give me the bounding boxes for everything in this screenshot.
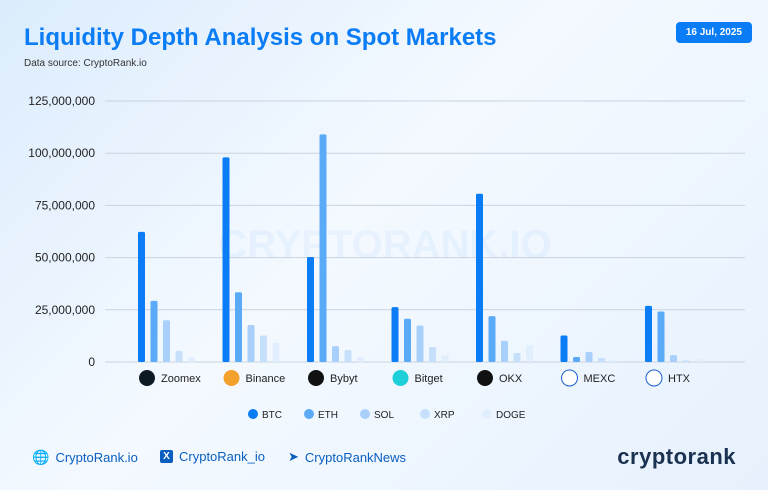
footer-website[interactable]: 🌐 CryptoRank.io: [32, 449, 138, 466]
bar-okx-eth: [488, 316, 496, 362]
htx-logo-icon: [645, 369, 663, 387]
category-label: Zoomex: [161, 373, 201, 385]
y-tick-label: 75,000,000: [35, 198, 95, 212]
bar-zoomex-eth: [150, 300, 158, 362]
okx-logo-icon: [477, 370, 493, 386]
bar-bitget-btc: [391, 307, 399, 362]
data-source: Data source: CryptoRank.io: [24, 58, 147, 69]
bar-bybyt-btc: [307, 256, 314, 362]
bar-binance-btc: [222, 157, 230, 362]
mexc-logo-icon: [561, 369, 578, 387]
bar-mexc-doge: [610, 359, 618, 362]
bar-zoomex-btc: [138, 231, 145, 362]
watermark: CRYPTORANK.IO: [218, 223, 551, 267]
category-label: Binance: [246, 373, 286, 385]
chart-title: Liquidity Depth Analysis on Spot Markets: [24, 24, 497, 51]
bar-htx-xrp: [682, 360, 690, 362]
bar-chart: CRYPTORANK.IO 0 25,000,000 50,000,000 75,00…: [28, 94, 745, 421]
category-label: MEXC: [584, 373, 616, 385]
bar-binance-sol: [247, 325, 255, 362]
footer-x[interactable]: X CryptoRank_io: [160, 449, 265, 464]
bar-bitget-doge: [441, 355, 449, 362]
y-tick-label: 50,000,000: [35, 251, 95, 265]
bar-zoomex-xrp: [175, 350, 183, 362]
website-link[interactable]: CryptoRank.io: [55, 450, 138, 465]
legend-label: ETH: [318, 410, 338, 421]
telegram-link[interactable]: CryptoRankNews: [304, 449, 407, 465]
y-tick-label: 0: [88, 355, 95, 369]
legend-label: SOL: [374, 410, 394, 421]
x-logo-icon: X: [160, 450, 173, 463]
legend-marker-eth: [304, 409, 314, 419]
date-badge: 16 Jul, 2025: [675, 22, 752, 43]
bybit-logo-icon: [308, 370, 324, 386]
legend-label: DOGE: [496, 410, 526, 421]
bar-okx-doge: [526, 345, 533, 362]
bar-bitget-xrp: [429, 346, 436, 362]
bar-zoomex-doge: [188, 357, 195, 362]
bar-mexc-xrp: [598, 358, 605, 362]
category-label: Bitget: [415, 373, 443, 385]
bar-bybyt-sol: [332, 346, 339, 362]
bar-htx-eth: [657, 311, 665, 362]
legend-marker-xrp: [420, 409, 430, 419]
bar-okx-sol: [501, 340, 508, 362]
bar-mexc-eth: [573, 356, 580, 362]
category-label: OKX: [499, 373, 523, 385]
category-label: HTX: [668, 373, 691, 385]
brand-logo: cryptorank: [617, 444, 736, 469]
bar-bybyt-doge: [357, 356, 364, 362]
footer-telegram[interactable]: ➤ CryptoRankNews: [288, 449, 406, 465]
legend-label: XRP: [434, 410, 455, 421]
bitget-logo-icon: [392, 370, 409, 386]
legend-marker-doge: [482, 409, 492, 419]
binance-logo-icon: [223, 370, 240, 386]
legend-label: BTC: [262, 410, 282, 421]
bar-bitget-eth: [404, 318, 411, 362]
bar-binance-eth: [235, 292, 242, 362]
legend-marker-btc: [248, 409, 258, 419]
zoomex-logo-icon: [139, 370, 155, 386]
bar-htx-sol: [670, 355, 677, 362]
bar-zoomex-sol: [163, 320, 170, 362]
y-tick-label: 25,000,000: [35, 303, 95, 317]
category-label: Bybyt: [330, 373, 358, 385]
bar-binance-xrp: [260, 335, 267, 362]
bar-okx-btc: [476, 193, 483, 362]
globe-icon: 🌐: [32, 449, 50, 465]
bar-bitget-sol: [416, 325, 424, 362]
bar-bybyt-eth: [319, 134, 327, 362]
bar-mexc-btc: [560, 335, 568, 362]
bar-okx-xrp: [513, 353, 521, 362]
telegram-icon: ➤: [288, 449, 299, 464]
y-tick-label: 125,000,000: [28, 94, 95, 108]
bar-mexc-sol: [585, 351, 593, 362]
bar-htx-doge: [695, 358, 702, 362]
bar-bybyt-xrp: [344, 350, 352, 362]
y-tick-label: 100,000,000: [28, 146, 95, 160]
legend-marker-sol: [360, 409, 370, 419]
bar-binance-doge: [272, 342, 280, 362]
x-link[interactable]: CryptoRank_io: [179, 449, 265, 464]
bar-htx-btc: [645, 305, 652, 362]
